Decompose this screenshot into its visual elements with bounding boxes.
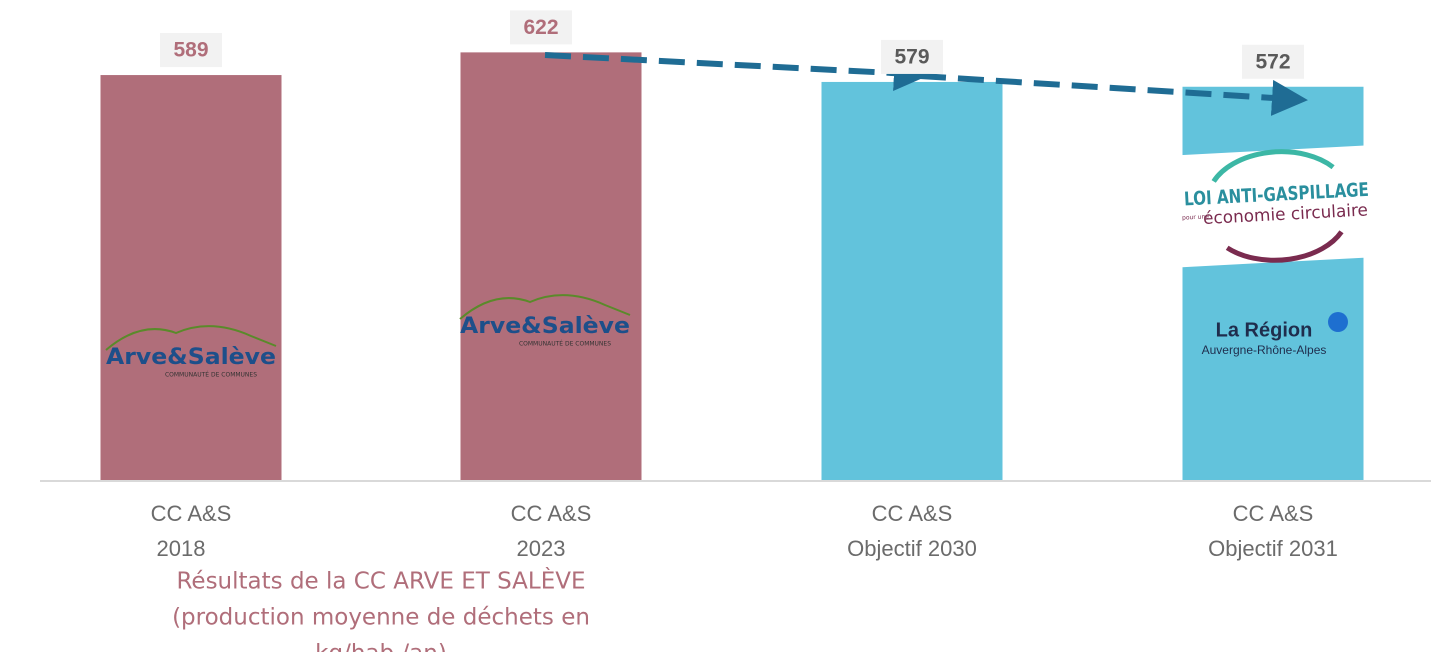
x-tick-labels: CC A&S 2018 CC A&S 2023 CC A&S Objectif 2030 C… xyxy=(151,501,1338,561)
logo-icon xyxy=(1328,312,1348,332)
logo-text: La Région xyxy=(1216,319,1313,341)
logo-text: pour une xyxy=(1182,213,1210,221)
logo-ring xyxy=(1225,230,1344,263)
logo-mountain xyxy=(105,325,277,351)
bar xyxy=(460,52,642,480)
trend-arrow xyxy=(544,52,1308,116)
logo-subtext: Auvergne-Rhône-Alpes xyxy=(1202,343,1327,357)
bars xyxy=(100,52,1364,480)
x-tick-label: 2023 xyxy=(517,536,566,561)
bar xyxy=(100,75,282,480)
logo-ring xyxy=(1211,149,1335,183)
value-label-bg xyxy=(510,10,572,45)
x-tick-label: CC A&S xyxy=(872,501,953,526)
caption-line: kg/hab./an) xyxy=(315,641,447,652)
value-label: 589 xyxy=(173,39,208,62)
value-labels: 589 622 579 572 xyxy=(160,10,1304,79)
value-label: 622 xyxy=(523,16,558,39)
logo-subtext: COMMUNAUTÉ DE COMMUNES xyxy=(165,371,257,379)
x-tick-label: CC A&S xyxy=(151,501,232,526)
logo-text: Arve&Salève xyxy=(460,314,630,339)
caption-line: (production moyenne de déchets en xyxy=(172,605,590,631)
x-tick-label: CC A&S xyxy=(1233,501,1314,526)
value-label-bg xyxy=(160,33,222,68)
bar xyxy=(1182,86,1364,480)
logo-mountain xyxy=(459,294,631,320)
trend-segment xyxy=(544,52,930,92)
x-tick-label: Objectif 2031 xyxy=(1208,536,1338,561)
value-label: 579 xyxy=(894,45,929,68)
bar xyxy=(821,81,1003,480)
value-label: 572 xyxy=(1255,50,1290,73)
x-tick-label: CC A&S xyxy=(511,501,592,526)
caption-line: Résultats de la CC ARVE ET SALÈVE xyxy=(176,567,585,595)
caption: Résultats de la CC ARVE ET SALÈVE (produc… xyxy=(172,567,590,652)
x-tick-label: 2018 xyxy=(157,536,206,561)
x-tick-label: Objectif 2030 xyxy=(847,536,977,561)
value-label-bg xyxy=(881,39,943,74)
value-label-bg xyxy=(1242,44,1304,79)
logo-subtext: COMMUNAUTÉ DE COMMUNES xyxy=(519,340,611,348)
logo-text: Arve&Salève xyxy=(106,345,276,370)
trend-segment xyxy=(919,73,1308,116)
logo-bg xyxy=(1169,144,1385,268)
